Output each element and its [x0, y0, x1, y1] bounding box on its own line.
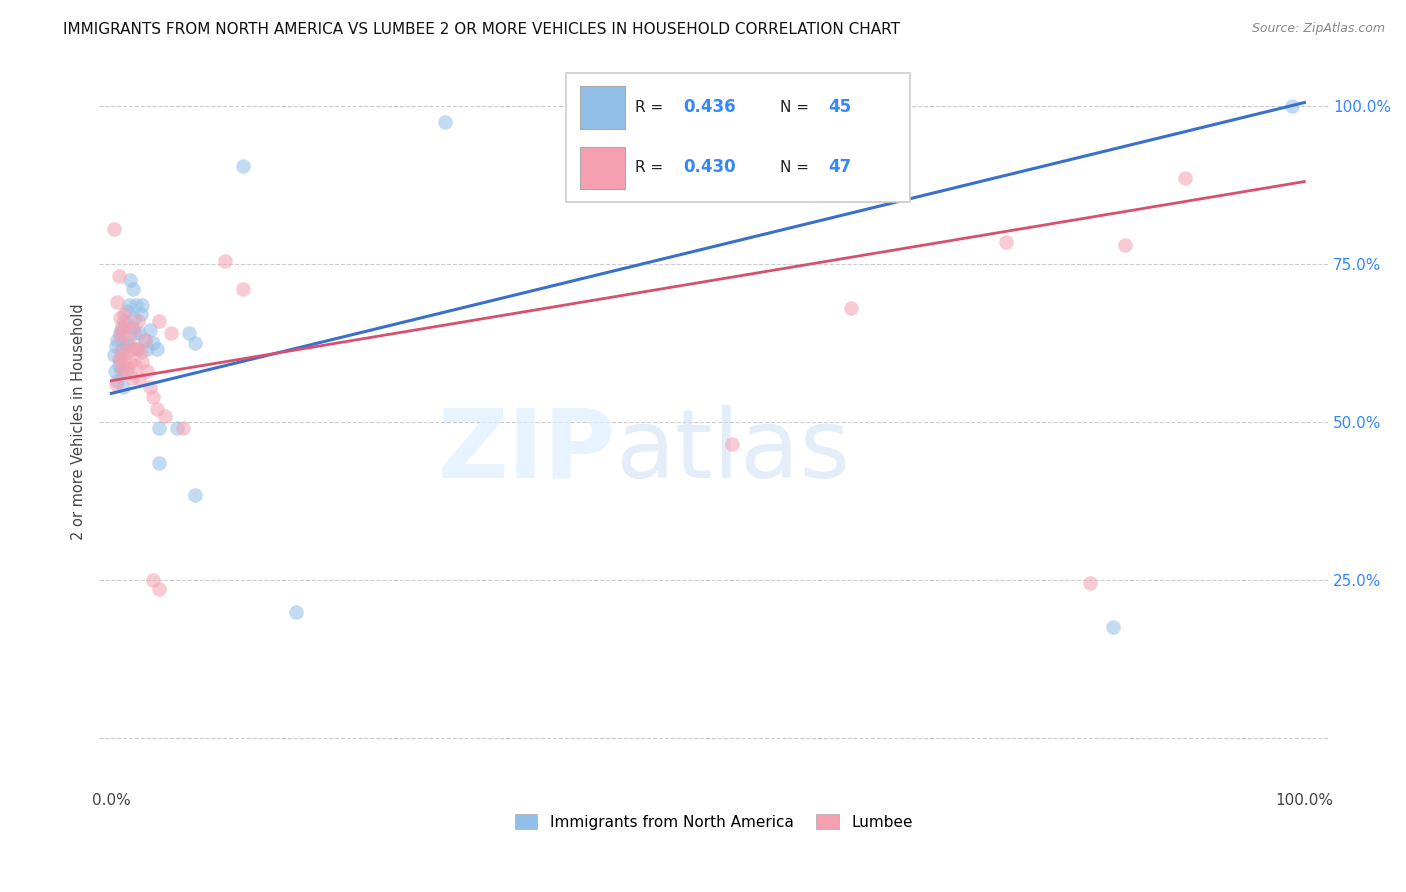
Point: [128, 370, 150, 384]
Point: [145, 402, 167, 417]
Point: [117, 361, 139, 376]
Point: [129, 345, 152, 359]
Point: [232, 282, 254, 296]
Point: [115, 335, 138, 350]
Point: [121, 323, 143, 337]
Point: [111, 358, 134, 372]
Point: [720, 437, 742, 451]
Point: [105, 333, 128, 347]
Point: [136, 342, 159, 356]
Point: [128, 326, 150, 341]
Point: [131, 355, 153, 369]
Point: [114, 317, 136, 331]
Text: IMMIGRANTS FROM NORTH AMERICA VS LUMBEE 2 OR MORE VEHICLES IN HOUSEHOLD CORRELAT: IMMIGRANTS FROM NORTH AMERICA VS LUMBEE …: [63, 22, 900, 37]
Point: [1078, 576, 1101, 591]
Point: [110, 345, 132, 359]
Point: [104, 364, 127, 378]
Point: [122, 310, 145, 325]
Point: [120, 355, 142, 369]
Point: [1102, 620, 1125, 634]
Point: [148, 456, 170, 470]
Point: [125, 342, 148, 356]
Point: [131, 298, 153, 312]
Point: [142, 335, 165, 350]
Point: [112, 335, 135, 350]
Point: [148, 421, 170, 435]
Point: [1174, 171, 1197, 186]
Point: [121, 282, 143, 296]
Point: [134, 333, 156, 347]
Text: ZIP: ZIP: [437, 405, 616, 498]
Point: [1281, 99, 1303, 113]
Point: [112, 326, 135, 341]
Point: [160, 326, 183, 341]
Point: [114, 314, 136, 328]
Point: [121, 370, 143, 384]
Point: [114, 364, 136, 378]
Point: [107, 351, 129, 366]
Point: [285, 605, 308, 619]
Point: [103, 348, 125, 362]
Point: [108, 310, 131, 325]
Point: [214, 253, 236, 268]
Point: [107, 358, 129, 372]
Point: [112, 364, 135, 378]
Point: [122, 342, 145, 356]
Point: [121, 320, 143, 334]
Point: [177, 326, 200, 341]
Point: [107, 269, 129, 284]
Point: [145, 342, 167, 356]
Point: [125, 298, 148, 312]
Point: [118, 335, 141, 350]
Point: [110, 323, 132, 337]
Text: atlas: atlas: [616, 405, 851, 498]
Point: [148, 314, 170, 328]
Point: [108, 329, 131, 343]
Point: [124, 326, 146, 341]
Point: [148, 582, 170, 597]
Legend: Immigrants from North America, Lumbee: Immigrants from North America, Lumbee: [509, 807, 920, 836]
Text: Source: ZipAtlas.com: Source: ZipAtlas.com: [1251, 22, 1385, 36]
Point: [112, 380, 135, 394]
Point: [136, 364, 159, 378]
Point: [434, 114, 457, 128]
Point: [111, 320, 134, 334]
Point: [108, 351, 131, 366]
Point: [115, 304, 138, 318]
Point: [127, 314, 149, 328]
Point: [134, 333, 156, 347]
Y-axis label: 2 or more Vehicles in Household: 2 or more Vehicles in Household: [72, 303, 86, 541]
Point: [114, 307, 136, 321]
Point: [839, 301, 862, 315]
Point: [1114, 237, 1136, 252]
Point: [117, 339, 139, 353]
Point: [153, 409, 176, 423]
Point: [120, 272, 142, 286]
Point: [105, 374, 128, 388]
Point: [995, 235, 1018, 249]
Point: [138, 323, 160, 337]
Point: [105, 294, 128, 309]
Point: [172, 421, 194, 435]
Point: [114, 351, 136, 366]
Point: [108, 326, 131, 341]
Point: [129, 307, 152, 321]
Point: [142, 390, 165, 404]
Point: [105, 376, 128, 391]
Point: [232, 159, 254, 173]
Point: [115, 345, 138, 359]
Point: [184, 487, 207, 501]
Point: [142, 573, 165, 587]
Point: [184, 335, 207, 350]
Point: [103, 222, 125, 236]
Point: [105, 339, 128, 353]
Point: [138, 380, 160, 394]
Point: [118, 298, 141, 312]
Point: [124, 358, 146, 372]
Point: [110, 364, 132, 378]
Point: [166, 421, 188, 435]
Point: [127, 342, 149, 356]
Point: [111, 342, 134, 356]
